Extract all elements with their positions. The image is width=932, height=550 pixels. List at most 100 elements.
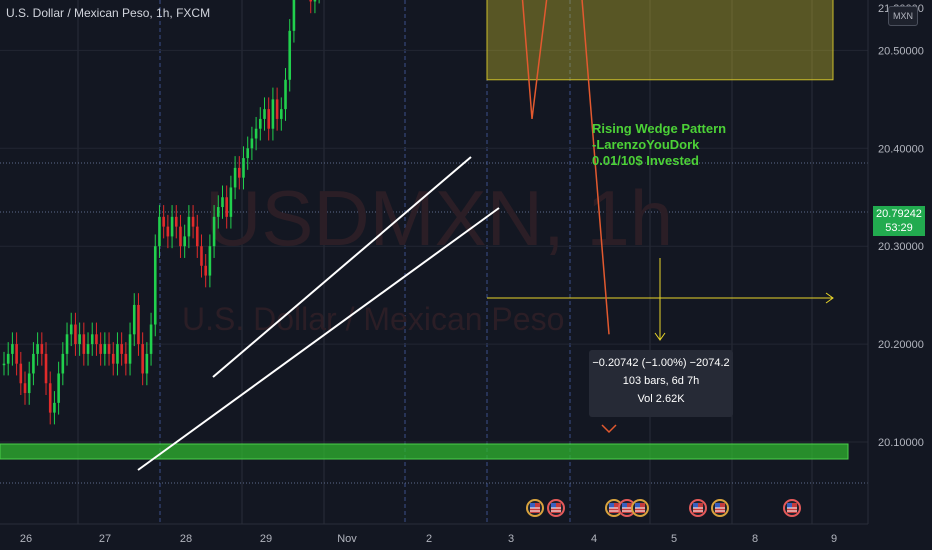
annotation-line: -LarenzoYouDork: [592, 137, 700, 152]
us-flag-event-icon: [526, 499, 544, 517]
chart-title: U.S. Dollar / Mexican Peso, 1h, FXCM: [6, 6, 211, 20]
time-tick-label: 3: [508, 533, 514, 545]
projection-zigzag: [521, 0, 610, 335]
candles: [2, 0, 320, 425]
candle-body: [166, 226, 170, 237]
candle-body: [153, 246, 157, 325]
time-tick-label: 27: [99, 533, 111, 545]
candle-body: [292, 0, 296, 31]
candle-body: [120, 344, 123, 354]
us-flag-event-icon: [631, 499, 649, 517]
time-tick-label: 8: [752, 533, 758, 545]
candle-body: [57, 373, 60, 403]
candle-body: [36, 344, 39, 354]
candle-body: [2, 363, 6, 366]
projection-path: [521, 0, 617, 434]
candle-body: [158, 216, 161, 247]
candle-body: [237, 167, 241, 178]
candle-body: [233, 167, 237, 188]
candle-body: [208, 246, 212, 276]
price-axis[interactable]: 20.10000 20.20000 20.30000 20.40000 20.50000…: [867, 0, 932, 550]
candle-body: [212, 216, 216, 247]
candle-body: [229, 187, 233, 217]
candle-body: [242, 158, 245, 178]
wedge-upper-line: [212, 156, 472, 378]
candle-body: [6, 353, 10, 364]
candle-body: [132, 304, 136, 335]
candle-body: [174, 216, 178, 227]
candle-body: [32, 353, 35, 374]
candle-body: [107, 344, 111, 354]
price-tick-label: 20.20000: [878, 339, 924, 351]
price-zones: [0, 0, 849, 460]
candle-body: [40, 344, 44, 354]
candle-body: [48, 383, 52, 413]
candle-body: [250, 138, 254, 149]
candle-body: [216, 207, 220, 217]
candle-body: [191, 216, 195, 227]
us-flag-event-icon: [783, 499, 801, 517]
candle-body: [149, 324, 153, 354]
rising-wedge-lines: [137, 156, 500, 471]
annotation-line: 0.01/10$ Invested: [592, 153, 699, 168]
candle-body: [284, 79, 287, 110]
target-arrow: [825, 292, 834, 304]
time-tick-label: Nov: [337, 533, 357, 545]
candle-body: [254, 128, 258, 139]
candle-body: [99, 344, 102, 354]
time-tick-label: 5: [671, 533, 677, 545]
economic-events: [526, 499, 801, 517]
time-tick-label: 26: [20, 533, 32, 545]
projection-arrow: [601, 424, 617, 434]
candle-body: [82, 334, 86, 354]
candle-body: [19, 363, 23, 384]
price-tick-label: 20.30000: [878, 241, 924, 253]
candle-body: [267, 109, 271, 129]
candle-body: [86, 344, 90, 354]
candle-body: [187, 216, 191, 237]
candle-body: [103, 344, 107, 354]
target-down-arrow: [654, 332, 666, 341]
candle-body: [90, 334, 94, 345]
candle-body: [221, 197, 224, 208]
candle-body: [61, 353, 65, 374]
candle-body: [65, 334, 69, 354]
candle-body: [44, 353, 48, 384]
vertical-grid: [77, 0, 813, 524]
wedge-lower-line: [137, 207, 500, 471]
candle-body: [95, 334, 98, 345]
time-tick-label: 28: [180, 533, 192, 545]
candle-body: [309, 0, 313, 2]
currency-badge[interactable]: MXN: [888, 6, 918, 26]
annotation-line: Rising Wedge Pattern: [592, 121, 727, 136]
price-axis-bg: [868, 0, 932, 550]
candle-body: [183, 236, 186, 247]
target-zone: [486, 0, 834, 81]
candle-body: [200, 246, 203, 266]
candle-body: [53, 402, 56, 413]
candle-body: [280, 109, 283, 119]
candle-body: [275, 99, 279, 119]
measure-change: −0.20742 (−1.00%) −2074.2: [592, 357, 730, 369]
price-tick-label: 20.10000: [878, 437, 924, 449]
horizontal-grid: [0, 49, 868, 484]
candle-body: [195, 226, 199, 247]
time-tick-label: 4: [591, 533, 597, 545]
current-price-label: 20.79242 53:29: [873, 206, 925, 236]
candle-body: [128, 334, 132, 364]
current-price-value: 20.79242: [876, 208, 922, 220]
bar-countdown: 53:29: [885, 222, 913, 234]
candle-body: [124, 353, 128, 364]
us-flag-event-icon: [711, 499, 729, 517]
candle-body: [74, 324, 77, 345]
us-flag-event-icon: [689, 499, 707, 517]
watermark-description: U.S. Dollar / Mexican Peso: [182, 301, 564, 337]
candle-body: [11, 344, 14, 354]
price-tick-label: 20.40000: [878, 143, 924, 155]
candle-body: [116, 344, 119, 364]
candle-body: [170, 216, 174, 237]
time-axis[interactable]: 26 27 28 29 Nov 2 3 4 5 8 9: [0, 523, 868, 545]
candle-body: [288, 30, 292, 80]
time-tick-label: 2: [426, 533, 432, 545]
